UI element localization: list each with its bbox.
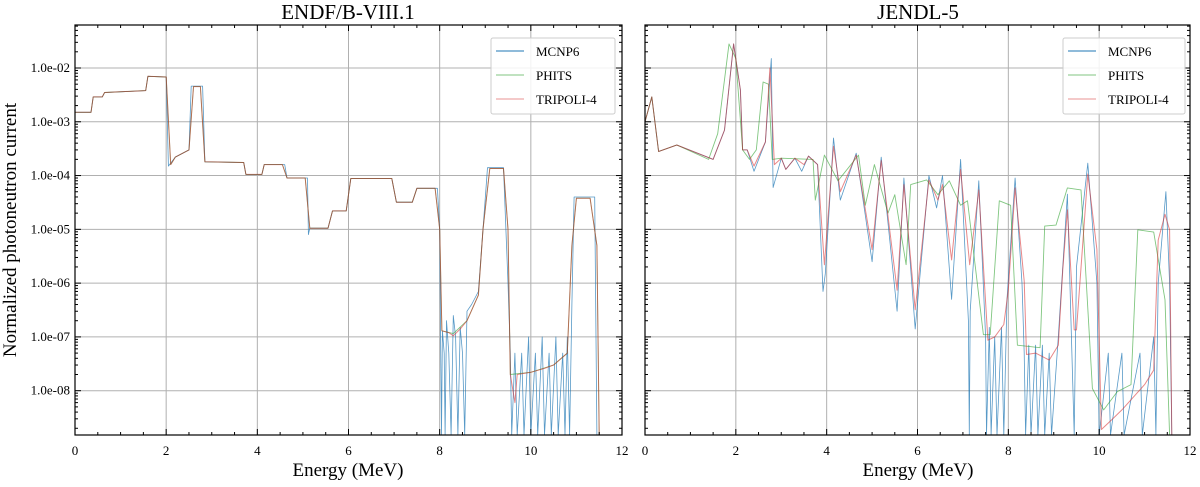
y-axis-label: Normalized photoneutron current [0,102,21,357]
x-tick-label: 12 [1184,443,1197,458]
legend: MCNP6 PHITS TRIPOLI-4 [1062,37,1186,115]
x-axis-label: Energy (MeV) [293,460,404,481]
plot-area [644,24,1191,436]
legend-label-phits: PHITS [536,68,572,83]
x-tick-label: 10 [524,443,537,458]
y-tick-label: 1.0e-03 [31,114,70,129]
legend-box [490,37,616,115]
legend-label-tripoli4: TRIPOLI-4 [536,92,597,107]
y-tick-label: 1.0e-02 [31,60,70,75]
series-line-tripoli4 [644,43,1173,436]
x-tick-label: 2 [733,443,740,458]
y-tick-label: 1.0e-08 [31,383,70,398]
panel-title: JENDL-5 [877,0,959,24]
y-tick-label: 1.0e-05 [31,221,70,236]
y-tick-label: 1.0e-07 [31,329,71,344]
series-line-mcnp6 [75,75,598,436]
legend-label-mcnp6: MCNP6 [1108,44,1152,59]
legend-label-mcnp6: MCNP6 [536,44,580,59]
legend-label-phits: PHITS [1108,68,1144,83]
legend: MCNP6 PHITS TRIPOLI-4 [490,37,616,115]
x-tick-label: 0 [72,443,79,458]
x-tick-label: 6 [914,443,921,458]
x-tick-label: 0 [642,443,649,458]
x-tick-label: 2 [163,443,170,458]
series-line-phits [75,75,600,436]
series-line-mcnp6 [644,43,1173,436]
x-tick-label: 8 [1005,443,1012,458]
x-tick-label: 4 [823,443,830,458]
series-line-tripoli4 [75,75,600,436]
legend-box [1062,37,1186,115]
x-tick-label: 12 [616,443,629,458]
x-tick-label: 6 [345,443,352,458]
x-tick-label: 4 [254,443,261,458]
panel-endf: ENDF/B-VIII.1 Energy (MeV) Normalized ph… [0,0,629,481]
x-tick-label: 10 [1093,443,1106,458]
x-tick-label: 8 [436,443,443,458]
panel-jendl: JENDL-5 Energy (MeV) MCNP6 PHITS TRIPOLI… [642,0,1197,481]
x-axis-label: Energy (MeV) [863,460,974,481]
legend-label-tripoli4: TRIPOLI-4 [1108,92,1169,107]
y-tick-label: 1.0e-04 [31,168,71,183]
y-tick-label: 1.0e-06 [31,275,71,290]
panel-title: ENDF/B-VIII.1 [281,0,415,24]
